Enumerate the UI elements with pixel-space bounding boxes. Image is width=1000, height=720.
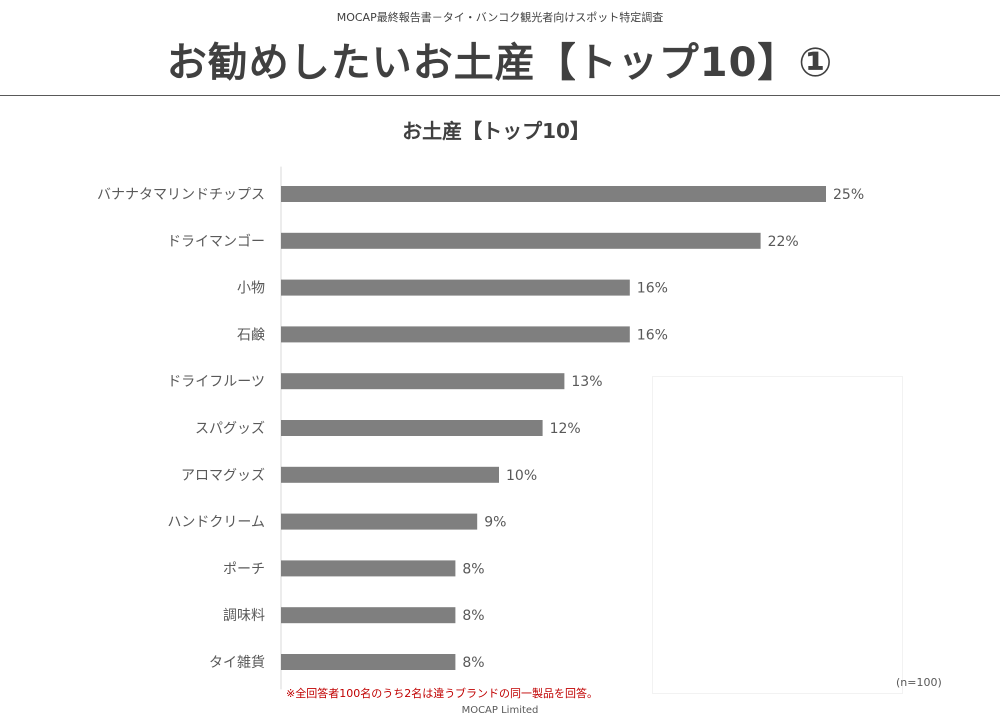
data-label: 8% bbox=[462, 561, 484, 577]
blank-panel bbox=[652, 376, 903, 694]
report-subtitle: MOCAP最終報告書－タイ・バンコク観光者向けスポット特定調査 bbox=[336, 11, 664, 24]
bar bbox=[281, 373, 565, 390]
data-label: 25% bbox=[833, 187, 864, 203]
category-label: ドライマンゴー bbox=[167, 233, 265, 250]
bar bbox=[281, 279, 630, 296]
bar bbox=[281, 654, 456, 670]
data-label: 22% bbox=[768, 234, 799, 250]
footnote: ※全回答者100名のうち2名は違うブランドの同一製品を回答。 bbox=[286, 687, 598, 700]
bar bbox=[281, 326, 630, 343]
data-label: 9% bbox=[484, 515, 506, 531]
data-label: 8% bbox=[462, 608, 484, 624]
category-label: ポーチ bbox=[223, 561, 265, 577]
data-label: 12% bbox=[550, 421, 581, 437]
page-title: お勧めしたいお土産【トップ10】① bbox=[166, 40, 834, 86]
data-label: 8% bbox=[462, 655, 484, 671]
bar bbox=[281, 560, 456, 577]
category-label: アロマグッズ bbox=[181, 468, 265, 484]
bar bbox=[281, 607, 456, 624]
chart-title: お土産【トップ10】 bbox=[402, 119, 590, 143]
bar bbox=[281, 420, 543, 436]
category-label: 石鹸 bbox=[237, 327, 265, 343]
bar bbox=[281, 232, 761, 249]
category-label: バナナタマリンドチップス bbox=[97, 187, 265, 203]
data-label: 13% bbox=[571, 374, 602, 390]
category-label: スパグッズ bbox=[195, 421, 265, 437]
data-label: 10% bbox=[506, 468, 537, 484]
bar bbox=[281, 513, 478, 530]
company-footer: MOCAP Limited bbox=[461, 705, 539, 716]
data-label: 16% bbox=[637, 281, 668, 297]
category-label: タイ雑貨 bbox=[209, 654, 265, 671]
title-divider bbox=[0, 95, 1000, 96]
bar bbox=[281, 186, 826, 202]
category-label: 調味料 bbox=[223, 608, 265, 624]
bar bbox=[281, 466, 499, 483]
category-label: 小物 bbox=[237, 281, 265, 297]
sample-size-label: (n=100) bbox=[896, 676, 942, 689]
category-label: ハンドクリーム bbox=[167, 515, 265, 531]
category-label: ドライフルーツ bbox=[167, 374, 265, 390]
data-label: 16% bbox=[637, 327, 668, 343]
